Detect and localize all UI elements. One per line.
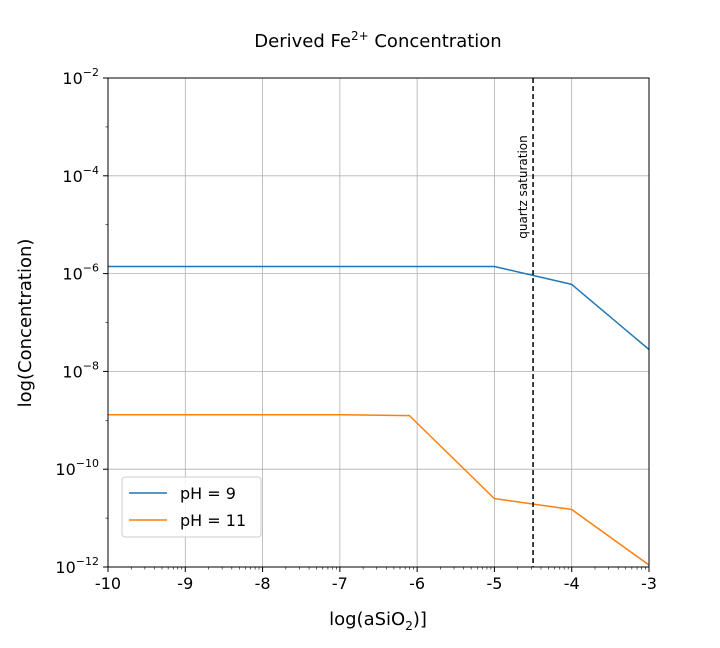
- series-line-ph-11: [108, 413, 650, 566]
- x-tick-label: -9: [177, 574, 193, 593]
- legend: pH = 9 pH = 11: [121, 476, 262, 538]
- chart-title-rest: Concentration: [369, 31, 502, 52]
- x-tick-label: -6: [409, 574, 425, 593]
- x-tick-label: -5: [486, 574, 502, 593]
- series-line-ph-9: [108, 265, 650, 351]
- x-axis-label-main: log(aSiO: [329, 609, 405, 630]
- chart-title: Derived Fe2+ Concentration: [254, 29, 501, 52]
- series-layer: [108, 265, 650, 566]
- annotation-layer: quartz saturation: [516, 78, 534, 567]
- legend-label-ph9: pH = 9: [180, 484, 236, 503]
- y-tick-label: 10−2: [62, 66, 99, 88]
- chart-title-main: Derived Fe: [254, 31, 351, 52]
- x-tick-label: -7: [332, 574, 348, 593]
- quartz-saturation-label: quartz saturation: [516, 135, 530, 239]
- tick-layer: -10 -9 -8 -7 -6 -5 -4 -3 10−12 10−10 10−8 10−6 10−4 1…: [55, 66, 657, 593]
- x-tick-label: -4: [564, 574, 580, 593]
- y-tick-label: 10−6: [62, 262, 99, 284]
- x-tick-label: -8: [255, 574, 271, 593]
- y-axis-label: log(Concentration): [15, 239, 36, 408]
- legend-label-ph11: pH = 11: [180, 511, 246, 530]
- x-axis-label: log(aSiO2)]: [329, 609, 427, 633]
- y-tick-label: 10−10: [55, 457, 99, 479]
- legend-box: [121, 476, 262, 538]
- x-tick-label: -10: [95, 574, 121, 593]
- x-tick-label: -3: [641, 574, 657, 593]
- y-tick-label: 10−4: [62, 164, 99, 186]
- y-tick-label: 10−8: [62, 359, 99, 381]
- x-axis-label-sub: 2: [405, 619, 413, 633]
- x-axis-label-rest: )]: [413, 609, 427, 630]
- chart-title-sup: 2+: [351, 29, 369, 43]
- y-tick-label: 10−12: [55, 555, 99, 577]
